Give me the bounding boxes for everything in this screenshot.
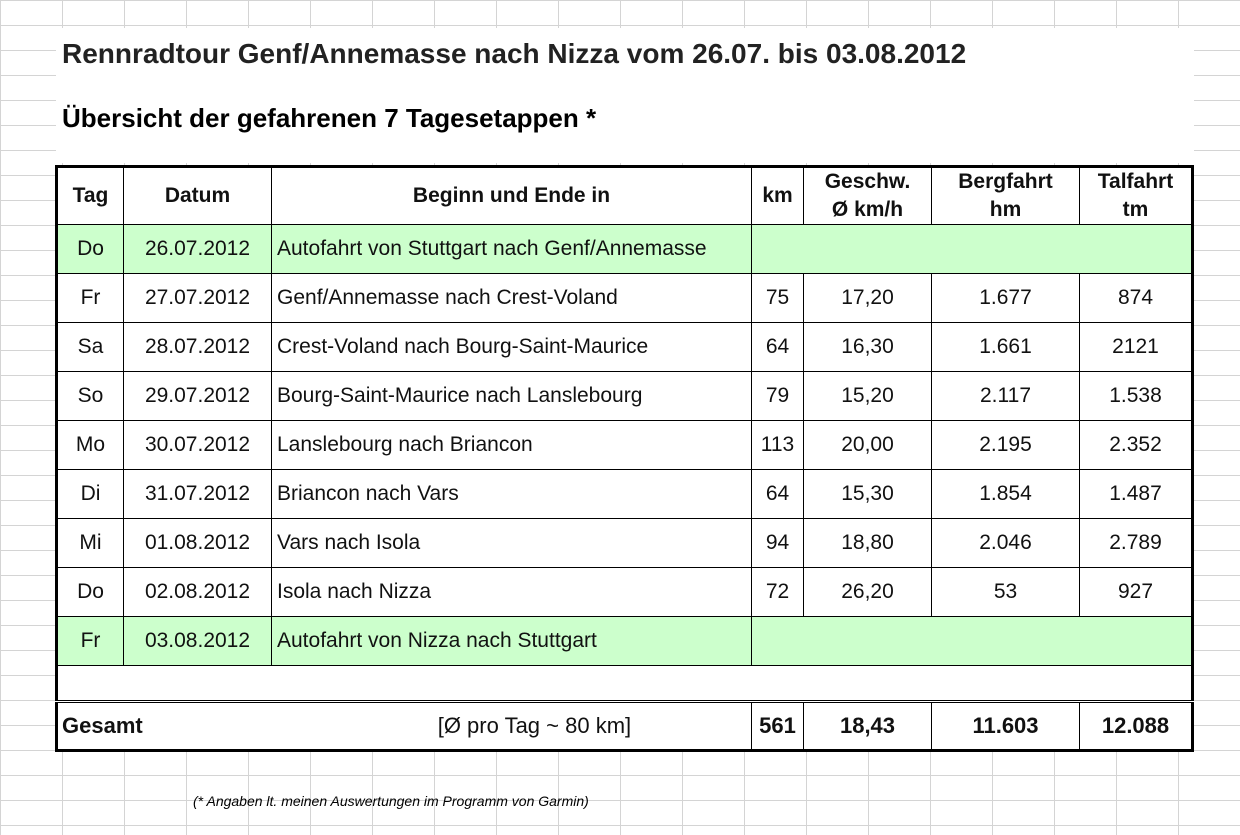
header-speed[interactable]: Geschw. Ø km/h bbox=[803, 166, 932, 225]
cell-talfahrt[interactable]: 927 bbox=[1079, 567, 1193, 617]
header-row: Tag Datum Beginn und Ende in km Geschw. Ø… bbox=[56, 166, 1193, 225]
footnote: (* Angaben lt. meinen Auswertungen im Pr… bbox=[193, 793, 589, 809]
cell-bergfahrt[interactable]: 2.046 bbox=[931, 518, 1080, 568]
cell-empty-span[interactable] bbox=[751, 616, 1193, 666]
cell-route[interactable]: Genf/Annemasse nach Crest-Voland bbox=[271, 273, 752, 323]
cell-bergfahrt[interactable]: 2.195 bbox=[931, 420, 1080, 470]
cell-tag[interactable]: So bbox=[56, 371, 124, 421]
cell-datum[interactable]: 27.07.2012 bbox=[123, 273, 272, 323]
cell-bergfahrt[interactable]: 53 bbox=[931, 567, 1080, 617]
cell-datum[interactable]: 01.08.2012 bbox=[123, 518, 272, 568]
cell-route[interactable]: Briancon nach Vars bbox=[271, 469, 752, 519]
cell-bergfahrt[interactable]: 1.677 bbox=[931, 273, 1080, 323]
header-km[interactable]: km bbox=[751, 166, 804, 225]
total-note: [Ø pro Tag ~ 80 km] bbox=[437, 713, 632, 738]
table-row: Do 26.07.2012 Autofahrt von Stuttgart na… bbox=[56, 224, 1193, 274]
cell-speed[interactable]: 16,30 bbox=[803, 322, 932, 372]
header-talfahrt-line1: Talfahrt bbox=[1097, 170, 1174, 193]
cell-route[interactable]: Crest-Voland nach Bourg-Saint-Maurice bbox=[271, 322, 752, 372]
cell-talfahrt[interactable]: 2.789 bbox=[1079, 518, 1193, 568]
cell-talfahrt[interactable]: 2.352 bbox=[1079, 420, 1193, 470]
cell-bergfahrt[interactable]: 1.854 bbox=[931, 469, 1080, 519]
cell-tag[interactable]: Fr bbox=[56, 273, 124, 323]
page-title: Rennradtour Genf/Annemasse nach Nizza vo… bbox=[62, 38, 967, 69]
total-row: Gesamt [Ø pro Tag ~ 80 km] 561 18,43 11.6… bbox=[56, 701, 1193, 751]
table-row: Do 02.08.2012 Isola nach Nizza 72 26,20 … bbox=[56, 567, 1193, 617]
cell-km[interactable]: 75 bbox=[751, 273, 804, 323]
cell-route[interactable]: Bourg-Saint-Maurice nach Lanslebourg bbox=[271, 371, 752, 421]
cell-total-speed[interactable]: 18,43 bbox=[803, 701, 932, 751]
cell-tag[interactable]: Fr bbox=[56, 616, 124, 666]
total-label: Gesamt bbox=[62, 713, 143, 738]
cell-speed[interactable]: 15,30 bbox=[803, 469, 932, 519]
table-row: So 29.07.2012 Bourg-Saint-Maurice nach L… bbox=[56, 371, 1193, 421]
cell-km[interactable]: 72 bbox=[751, 567, 804, 617]
cell-bergfahrt[interactable]: 2.117 bbox=[931, 371, 1080, 421]
title-area bbox=[56, 28, 1194, 163]
cell-spacer[interactable] bbox=[56, 665, 1193, 703]
cell-tag[interactable]: Sa bbox=[56, 322, 124, 372]
header-tag[interactable]: Tag bbox=[56, 166, 124, 225]
header-bergfahrt-line1: Bergfahrt bbox=[958, 170, 1053, 193]
table-row: Fr 03.08.2012 Autofahrt von Nizza nach S… bbox=[56, 616, 1193, 666]
cell-tag[interactable]: Di bbox=[56, 469, 124, 519]
header-datum[interactable]: Datum bbox=[123, 166, 272, 225]
header-talfahrt[interactable]: Talfahrt tm bbox=[1079, 166, 1193, 225]
cell-datum[interactable]: 29.07.2012 bbox=[123, 371, 272, 421]
cell-route[interactable]: Vars nach Isola bbox=[271, 518, 752, 568]
cell-km[interactable]: 94 bbox=[751, 518, 804, 568]
header-bergfahrt[interactable]: Bergfahrt hm bbox=[931, 166, 1080, 225]
cell-speed[interactable]: 18,80 bbox=[803, 518, 932, 568]
cell-speed[interactable]: 15,20 bbox=[803, 371, 932, 421]
cell-talfahrt[interactable]: 1.538 bbox=[1079, 371, 1193, 421]
cell-datum[interactable]: 28.07.2012 bbox=[123, 322, 272, 372]
cell-datum[interactable]: 31.07.2012 bbox=[123, 469, 272, 519]
cell-total-bergfahrt[interactable]: 11.603 bbox=[931, 701, 1080, 751]
cell-tag[interactable]: Do bbox=[56, 224, 124, 274]
cell-empty-span[interactable] bbox=[751, 224, 1193, 274]
header-speed-line2: Ø km/h bbox=[831, 198, 904, 221]
stages-table: Tag Datum Beginn und Ende in km Geschw. Ø… bbox=[55, 165, 1194, 752]
cell-speed[interactable]: 20,00 bbox=[803, 420, 932, 470]
cell-talfahrt[interactable]: 2121 bbox=[1079, 322, 1193, 372]
cell-tag[interactable]: Do bbox=[56, 567, 124, 617]
cell-speed[interactable]: 17,20 bbox=[803, 273, 932, 323]
header-bergfahrt-line2: hm bbox=[989, 198, 1022, 221]
cell-datum[interactable]: 26.07.2012 bbox=[123, 224, 272, 274]
table-row: Fr 27.07.2012 Genf/Annemasse nach Crest-… bbox=[56, 273, 1193, 323]
cell-route[interactable]: Lanslebourg nach Briancon bbox=[271, 420, 752, 470]
page-subtitle: Übersicht der gefahrenen 7 Tagesetappen … bbox=[62, 103, 597, 133]
cell-route[interactable]: Autofahrt von Stuttgart nach Genf/Annema… bbox=[271, 224, 752, 274]
cell-tag[interactable]: Mi bbox=[56, 518, 124, 568]
header-talfahrt-line2: tm bbox=[1122, 198, 1149, 221]
cell-km[interactable]: 64 bbox=[751, 469, 804, 519]
cell-route[interactable]: Isola nach Nizza bbox=[271, 567, 752, 617]
cell-talfahrt[interactable]: 1.487 bbox=[1079, 469, 1193, 519]
cell-route[interactable]: Autofahrt von Nizza nach Stuttgart bbox=[271, 616, 752, 666]
spacer-row bbox=[56, 665, 1193, 703]
header-speed-line1: Geschw. bbox=[824, 170, 911, 193]
cell-total-talfahrt[interactable]: 12.088 bbox=[1079, 701, 1193, 751]
cell-datum[interactable]: 30.07.2012 bbox=[123, 420, 272, 470]
table-row: Mi 01.08.2012 Vars nach Isola 94 18,80 2… bbox=[56, 518, 1193, 568]
cell-bergfahrt[interactable]: 1.661 bbox=[931, 322, 1080, 372]
cell-tag[interactable]: Mo bbox=[56, 420, 124, 470]
cell-datum[interactable]: 03.08.2012 bbox=[123, 616, 272, 666]
header-route[interactable]: Beginn und Ende in bbox=[271, 166, 752, 225]
cell-km[interactable]: 64 bbox=[751, 322, 804, 372]
cell-total-label[interactable]: Gesamt [Ø pro Tag ~ 80 km] bbox=[56, 701, 752, 751]
table-row: Di 31.07.2012 Briancon nach Vars 64 15,3… bbox=[56, 469, 1193, 519]
table-row: Sa 28.07.2012 Crest-Voland nach Bourg-Sa… bbox=[56, 322, 1193, 372]
cell-talfahrt[interactable]: 874 bbox=[1079, 273, 1193, 323]
table-row: Mo 30.07.2012 Lanslebourg nach Briancon … bbox=[56, 420, 1193, 470]
cell-total-km[interactable]: 561 bbox=[751, 701, 804, 751]
cell-km[interactable]: 113 bbox=[751, 420, 804, 470]
cell-speed[interactable]: 26,20 bbox=[803, 567, 932, 617]
cell-km[interactable]: 79 bbox=[751, 371, 804, 421]
cell-datum[interactable]: 02.08.2012 bbox=[123, 567, 272, 617]
